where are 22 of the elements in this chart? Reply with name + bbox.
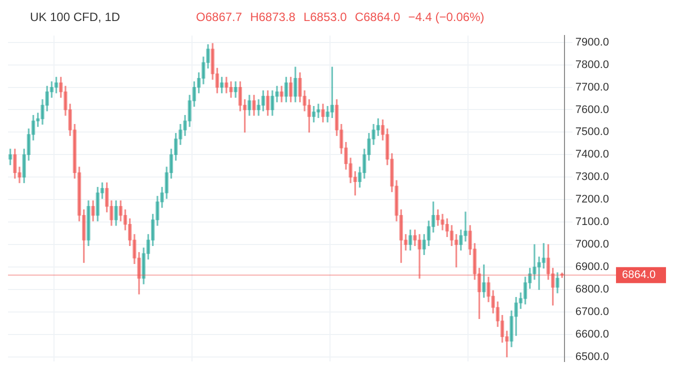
ref-line-label: 6864.0 <box>622 269 656 282</box>
y-tick-label: 6900.0 <box>575 261 610 274</box>
y-tick-label: 7600.0 <box>575 104 610 116</box>
y-tick-label: 7100.0 <box>575 216 610 228</box>
y-tick-label: 7400.0 <box>575 148 610 161</box>
text: C6864.0 <box>354 10 400 24</box>
y-tick-label: 6700.0 <box>575 306 610 318</box>
y-tick-label: 7800.0 <box>575 58 610 71</box>
text: −4.4 (−0.06%) <box>408 10 484 24</box>
y-tick-label: 6500.0 <box>575 350 610 363</box>
y-tick-label: 7700.0 <box>575 81 610 94</box>
y-tick-label: 7300.0 <box>575 171 610 184</box>
text: O6867.7 <box>196 10 242 24</box>
y-tick-label: 6800.0 <box>575 284 610 296</box>
y-tick-label: 7500.0 <box>575 126 610 138</box>
y-tick-label: 7900.0 <box>575 36 610 48</box>
text: H6873.8 <box>250 10 296 24</box>
chart-title: UK 100 CFD, 1D <box>30 10 120 24</box>
y-tick-label: 7000.0 <box>575 238 610 251</box>
y-tick-label: 6600.0 <box>575 328 610 340</box>
text: L6853.0 <box>303 10 347 24</box>
y-tick-label: 7200.0 <box>575 194 610 206</box>
